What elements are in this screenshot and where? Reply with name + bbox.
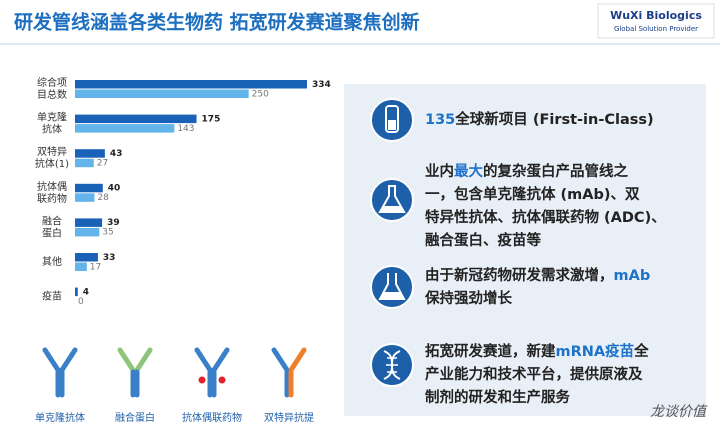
highlight-text: 拓宽研发赛道，新建: [425, 342, 556, 360]
logo: WuXi Biologics: [610, 9, 702, 22]
category-label: 抗体: [42, 123, 62, 136]
highlight-emphasis: 最大: [454, 162, 483, 180]
category-label: 其他: [42, 255, 62, 268]
antibody-label: 抗体偶联药物: [182, 411, 242, 424]
highlight-line: 保持强劲增长: [424, 289, 512, 307]
highlight-line: 一，包含单克隆抗体 (mAb)、双: [425, 185, 640, 203]
antibody-label: 双特异抗提: [264, 411, 314, 424]
value-label: 27: [97, 158, 108, 168]
slide-title: 研发管线涵盖各类生物药 拓宽研发赛道聚焦创新: [14, 11, 420, 34]
bar: [75, 124, 175, 133]
highlight-line: 135全球新项目 (First-in-Class): [425, 110, 654, 128]
highlight-line: 制剂的研发和生产服务: [425, 388, 570, 406]
value-label: 40: [108, 184, 121, 194]
bar: [75, 149, 105, 158]
value-label: 250: [252, 89, 269, 99]
highlight-line: 特异性抗体、抗体偶联药物 (ADC)、: [425, 208, 666, 226]
bar: [75, 253, 98, 262]
value-label: 28: [97, 193, 109, 203]
watermark: 龙谈价值: [650, 404, 708, 420]
logo-box: [597, 3, 715, 39]
bar: [75, 262, 87, 271]
antibody-bispecific: [271, 347, 307, 398]
category-label: 目总数: [37, 88, 67, 101]
bar: [75, 183, 103, 193]
highlight-text: 特异性抗体、抗体偶联药物 (ADC)、: [425, 208, 666, 226]
icons: [370, 98, 414, 387]
antibody-label: 单克隆抗体: [35, 411, 85, 424]
antibody-label: 融合蛋白: [115, 411, 155, 424]
antibody-icons: [42, 347, 307, 398]
highlight-line: 融合蛋白、疫苗等: [425, 231, 541, 249]
category-label: 联药物: [37, 192, 67, 205]
value-label: 0: [78, 297, 84, 307]
highlight-text: 的复杂蛋白产品管线之: [483, 162, 628, 180]
antibody-mab: [42, 347, 78, 398]
highlight-text: 一，包含单克隆抗体 (mAb)、双: [425, 185, 640, 203]
category-label: 疫苗: [42, 290, 62, 303]
value-label: 43: [110, 149, 123, 159]
value-label: 4: [83, 287, 89, 297]
highlight-line: 由于新冠药物研发需求激增，mAb: [425, 266, 650, 284]
antibody-adc: [194, 347, 230, 398]
bar: [75, 193, 95, 202]
antibody-fusion: [117, 347, 153, 398]
bar: [75, 158, 94, 168]
category-label: 综合项: [37, 76, 67, 89]
category-label: 融合: [42, 214, 62, 227]
highlight-emphasis: mAb: [614, 268, 651, 284]
category-label: 双特异: [37, 146, 67, 158]
highlight-text: 融合蛋白、疫苗等: [425, 231, 541, 249]
value-label: 17: [90, 262, 101, 272]
icon-flask: [370, 178, 414, 222]
highlight-text: 产业能力和技术平台，提供原液及: [425, 365, 643, 383]
value-label: 39: [107, 218, 120, 228]
value-label: 143: [177, 124, 194, 134]
value-label: 33: [103, 253, 116, 263]
highlight-text: 全球新项目 (First-in-Class): [454, 110, 653, 128]
bar: [75, 114, 197, 124]
category-label: 抗体偶: [37, 180, 67, 193]
icon-tube: [370, 98, 414, 142]
value-label: 334: [312, 80, 331, 90]
icon-beaker: [370, 265, 414, 309]
highlight-line: 拓宽研发赛道，新建mRNA疫苗全: [425, 342, 649, 360]
value-label: 35: [102, 228, 113, 238]
category-label: 抗体(1): [35, 157, 69, 170]
value-label: 175: [202, 114, 221, 124]
highlight-text: 业内: [425, 162, 454, 180]
highlight-line: 产业能力和技术平台，提供原液及: [425, 365, 643, 383]
highlight-line: 业内最大的复杂蛋白产品管线之: [425, 162, 628, 180]
category-label: 蛋白: [42, 226, 62, 239]
icon-dna: [370, 343, 414, 387]
highlight-text: 全: [633, 342, 649, 360]
highlight-emphasis: mRNA疫苗: [556, 342, 635, 360]
bar: [75, 227, 100, 237]
bar: [75, 89, 249, 98]
bar: [75, 80, 307, 89]
highlight-text: 制剂的研发和生产服务: [425, 388, 570, 406]
logo-sub: Global Solution Provider: [614, 25, 698, 33]
highlight-text: 保持强劲增长: [424, 289, 512, 307]
highlight-text: 由于新冠药物研发需求激增，: [425, 266, 614, 284]
bar: [75, 218, 103, 227]
highlight-emphasis: 135: [425, 112, 455, 128]
category-label: 单克隆: [37, 111, 67, 124]
bar: [75, 287, 78, 297]
